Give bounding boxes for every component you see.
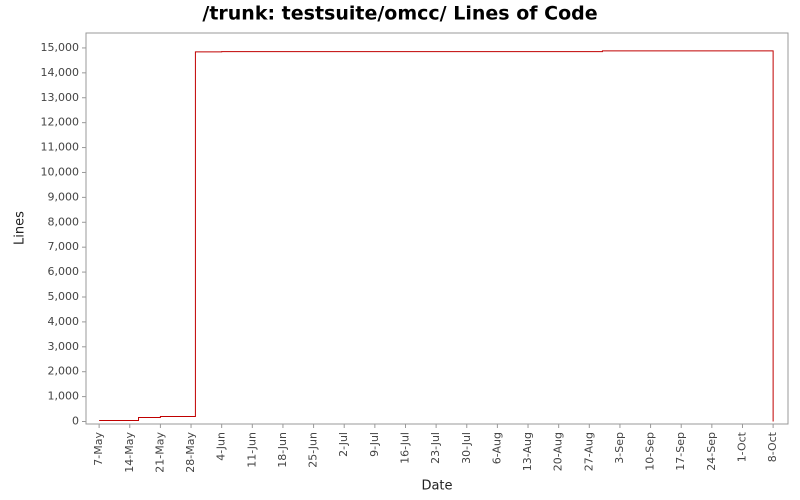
- x-tick-label: 14-May: [123, 432, 136, 473]
- x-tick-label: 10-Sep: [644, 432, 657, 471]
- x-tick-label: 4-Jun: [215, 432, 228, 461]
- x-tick-label: 11-Jun: [245, 432, 258, 468]
- x-tick-label: 8-Oct: [766, 431, 779, 462]
- x-tick-label: 2-Jul: [337, 432, 350, 457]
- x-tick-label: 6-Aug: [490, 432, 503, 464]
- x-tick-label: 20-Aug: [552, 432, 565, 471]
- x-tick-label: 25-Jun: [307, 432, 320, 468]
- y-tick-label: 1,000: [48, 390, 80, 403]
- y-tick-label: 2,000: [48, 365, 80, 378]
- y-tick-label: 4,000: [48, 315, 80, 328]
- y-tick-label: 9,000: [48, 190, 80, 203]
- x-tick-label: 21-May: [153, 432, 166, 473]
- y-tick-label: 11,000: [41, 141, 80, 154]
- y-tick-label: 10,000: [41, 165, 80, 178]
- x-tick-label: 18-Jun: [276, 432, 289, 468]
- y-tick-label: 6,000: [48, 265, 80, 278]
- x-axis-label: Date: [421, 479, 452, 494]
- plot-area: [85, 32, 789, 425]
- y-tick-label: 0: [72, 415, 79, 428]
- x-tick-label: 9-Jul: [368, 432, 381, 457]
- x-tick-label: 13-Aug: [521, 432, 534, 471]
- y-tick-label: 8,000: [48, 215, 80, 228]
- y-axis-label: Lines: [13, 211, 28, 245]
- chart-title: /trunk: testsuite/omcc/ Lines of Code: [202, 3, 597, 25]
- line-series: [99, 50, 774, 422]
- x-tick-label: 3-Sep: [613, 432, 626, 464]
- x-tick-label: 30-Jul: [460, 432, 473, 464]
- y-tick-label: 5,000: [48, 290, 80, 303]
- x-tick-label: 7-May: [92, 432, 105, 466]
- x-tick-label: 23-Jul: [429, 432, 442, 464]
- y-tick-label: 14,000: [41, 66, 80, 79]
- x-tick-label: 1-Oct: [735, 431, 748, 462]
- y-tick-label: 3,000: [48, 340, 80, 353]
- x-tick-label: 28-May: [184, 432, 197, 473]
- y-tick-label: 12,000: [41, 116, 80, 129]
- x-tick-label: 17-Sep: [674, 432, 687, 471]
- x-tick-label: 16-Jul: [398, 432, 411, 464]
- y-tick-label: 7,000: [48, 240, 80, 253]
- y-tick-label: 13,000: [41, 91, 80, 104]
- x-tick-label: 27-Aug: [582, 432, 595, 471]
- x-tick-label: 24-Sep: [705, 432, 718, 471]
- y-tick-label: 15,000: [41, 41, 80, 54]
